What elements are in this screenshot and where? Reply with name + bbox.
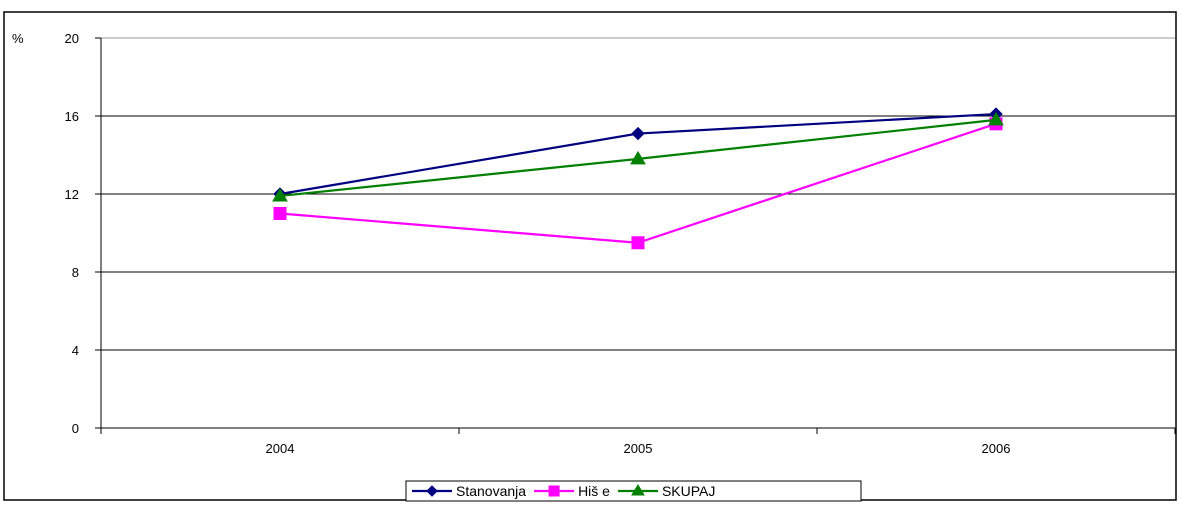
x-tick-label: 2005 (624, 441, 653, 456)
y-tick-label: 12 (65, 187, 79, 202)
y-tick-label: 4 (72, 343, 79, 358)
y-tick-label: 0 (72, 421, 79, 436)
data-point-stanovanja (631, 126, 645, 141)
y-tick-label: 16 (65, 109, 79, 124)
legend: Stanovanja Hiš e SKUPAJ (405, 480, 862, 502)
legend-label-stanovanja: Stanovanja (456, 483, 526, 499)
data-point-skupaj (272, 187, 288, 202)
y-tick-label: 8 (72, 265, 79, 280)
legend-marker-stanovanja (426, 485, 438, 497)
data-point-skupaj (988, 111, 1004, 126)
legend-marker-skupaj (631, 484, 645, 496)
data-point-hi-e (273, 207, 287, 220)
data-point-skupaj (630, 150, 646, 165)
series-layer (272, 107, 1004, 250)
x-tick-label: 2006 (982, 441, 1011, 456)
axes (95, 37, 1176, 434)
chart-frame (3, 11, 1177, 501)
y-tick-label: 20 (65, 31, 79, 46)
legend-marker-hi-e (548, 485, 560, 497)
data-point-hi-e (631, 236, 645, 250)
x-tick-label: 2004 (266, 441, 295, 456)
x-tick-labels: 2004 2005 2006 (266, 441, 1011, 456)
y-axis-label: % (12, 31, 24, 46)
legend-label-skupaj: SKUPAJ (662, 483, 715, 499)
legend-label-hi-e: Hiš e (578, 483, 610, 499)
y-tick-labels: 0 4 8 12 16 20 (65, 31, 79, 436)
